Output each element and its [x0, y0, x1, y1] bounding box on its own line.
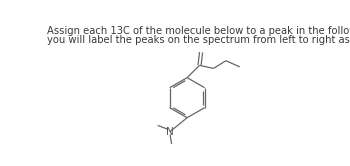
Text: Assign each 13C of the molecule below to a peak in the following 13C NMR spectru: Assign each 13C of the molecule below to…: [47, 26, 350, 36]
Text: N: N: [166, 126, 174, 137]
Text: you will label the peaks on the spectrum from left to right as C1 through C8.: you will label the peaks on the spectrum…: [47, 35, 350, 44]
